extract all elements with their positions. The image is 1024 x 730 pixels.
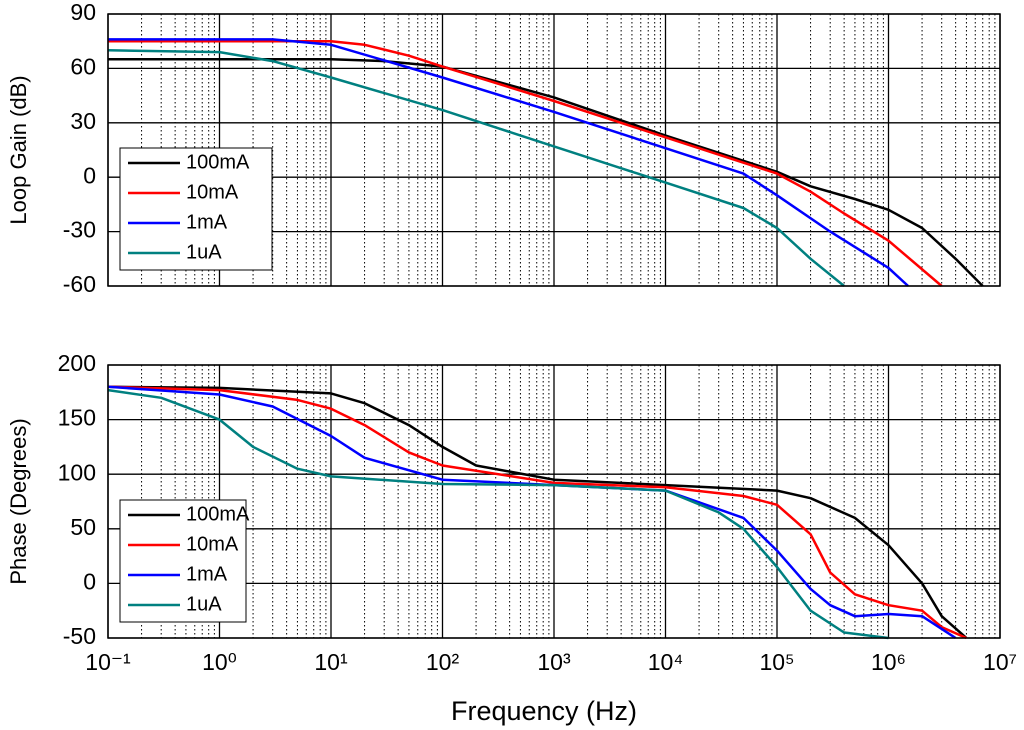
legend-label: 100mA <box>186 503 250 525</box>
y-tick-label: 60 <box>70 53 96 79</box>
data-line <box>108 39 943 287</box>
data-line <box>107 385 957 640</box>
data-line <box>108 38 909 287</box>
legend-label: 10mA <box>186 181 239 203</box>
data-line <box>108 58 984 287</box>
y-tick-label: 90 <box>70 0 96 25</box>
subplot: 10⁻¹ 10⁰ 10¹ 10² 10³ 10⁴ 10⁵ 10⁶ 10⁷ -50 0 50 100 150… <box>6 350 1017 726</box>
y-tick-label: 30 <box>70 108 96 134</box>
x-tick-label: 10⁰ <box>202 649 237 675</box>
x-tick-label: 10⁶ <box>871 649 906 675</box>
legend-box <box>119 147 273 271</box>
legend-label: 1uA <box>186 241 222 263</box>
y-tick-label: 0 <box>83 568 96 594</box>
data-line <box>107 388 889 640</box>
plot-frame <box>107 364 1001 639</box>
x-axis-label: Frequency (Hz) <box>451 696 637 726</box>
y-tick-label: -60 <box>63 271 96 297</box>
data-line <box>107 385 968 639</box>
y-tick-label: -50 <box>63 623 96 649</box>
y-axis-label: Loop Gain (dB) <box>6 75 31 224</box>
legend-label: 10mA <box>186 533 239 555</box>
subplot: -60 -30 0 30 60 90 100mA 10mA 1mA 1uA Loop Gain (d… <box>6 0 1001 297</box>
y-tick-label: -30 <box>63 217 96 243</box>
x-tick-label: 10⁵ <box>759 649 794 675</box>
legend-box <box>119 499 247 623</box>
x-tick-label: 10¹ <box>314 649 348 675</box>
x-tick-label: 10⁴ <box>648 649 683 675</box>
y-tick-label: 150 <box>58 405 96 431</box>
x-tick-label: 10⁻¹ <box>85 649 131 675</box>
legend-label: 1mA <box>186 211 228 233</box>
legend-label: 1mA <box>186 563 228 585</box>
y-axis-label: Phase (Degrees) <box>6 418 31 584</box>
y-tick-label: 50 <box>70 514 96 540</box>
plot-frame <box>107 13 1001 287</box>
x-tick-label: 10² <box>426 649 460 675</box>
legend-label: 100mA <box>186 151 250 173</box>
y-tick-label: 0 <box>83 162 96 188</box>
legend-label: 1uA <box>186 593 222 615</box>
x-tick-label: 10³ <box>537 649 571 675</box>
x-tick-label: 10⁷ <box>983 649 1017 675</box>
y-tick-label: 100 <box>58 459 96 485</box>
y-tick-label: 200 <box>58 350 96 376</box>
data-line <box>107 49 845 287</box>
data-line <box>107 385 967 640</box>
